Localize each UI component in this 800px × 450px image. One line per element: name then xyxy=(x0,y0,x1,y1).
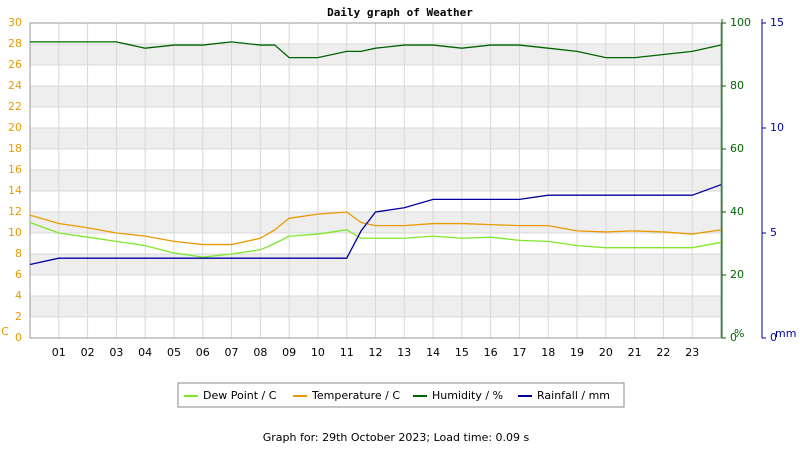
y-tick-label: 16 xyxy=(8,163,22,176)
x-tick-label: 04 xyxy=(138,346,152,359)
y-tick-label: 20 xyxy=(8,121,22,134)
x-tick-label: 09 xyxy=(282,346,296,359)
y-tick-label: 14 xyxy=(8,184,22,197)
x-tick-label: 19 xyxy=(570,346,584,359)
x-tick-label: 07 xyxy=(225,346,239,359)
chart-title: Daily graph of Weather xyxy=(327,6,473,19)
plot-border xyxy=(29,22,722,339)
y2-tick-label: 20 xyxy=(730,268,744,281)
y-tick-label: 28 xyxy=(8,37,22,50)
y2-tick-label: 100 xyxy=(730,16,751,29)
y2-tick-label: 60 xyxy=(730,142,744,155)
x-tick-label: 17 xyxy=(512,346,526,359)
series-line xyxy=(29,211,722,246)
x-tick-label: 06 xyxy=(196,346,210,359)
y3-tick-label: 15 xyxy=(770,16,784,29)
series-line xyxy=(30,41,722,59)
series-line xyxy=(29,221,722,258)
x-tick-label: 22 xyxy=(656,346,670,359)
footer: Graph for: 29th October 2023; Load time:… xyxy=(263,431,530,444)
y-tick-label: 22 xyxy=(8,100,22,113)
y2-axis-label: % xyxy=(734,327,744,340)
x-tick-label: 18 xyxy=(541,346,555,359)
x-tick-label: 20 xyxy=(599,346,613,359)
x-tick-label: 05 xyxy=(167,346,181,359)
x-tick-label: 23 xyxy=(685,346,699,359)
x-tick-label: 02 xyxy=(81,346,95,359)
x-tick-label: 21 xyxy=(628,346,642,359)
y-tick-label: 0 xyxy=(15,331,22,344)
x-tick-label: 10 xyxy=(311,346,325,359)
y-tick-label: 30 xyxy=(8,16,22,29)
y3-axis-label: mm xyxy=(775,327,796,340)
x-tick-label: 08 xyxy=(253,346,267,359)
legend-label: Rainfall / mm xyxy=(537,389,610,402)
series-line xyxy=(29,184,722,266)
y-tick-label: 26 xyxy=(8,58,22,71)
legend-label: Humidity / % xyxy=(432,389,503,402)
y-tick-label: 4 xyxy=(15,289,22,302)
y-tick-label: 24 xyxy=(8,79,22,92)
y-axis-label: C xyxy=(1,325,9,338)
x-tick-label: 03 xyxy=(109,346,123,359)
x-tick-label: 13 xyxy=(397,346,411,359)
x-tick-label: 16 xyxy=(484,346,498,359)
y3-tick-label: 10 xyxy=(770,121,784,134)
x-tick-label: 12 xyxy=(369,346,383,359)
legend-box xyxy=(177,382,625,408)
y-tick-label: 12 xyxy=(8,205,22,218)
x-tick-label: 15 xyxy=(455,346,469,359)
y-tick-label: 2 xyxy=(15,310,22,323)
y-tick-label: 6 xyxy=(15,268,22,281)
y3-tick-label: 0 xyxy=(770,331,777,344)
x-tick-label: 11 xyxy=(340,346,354,359)
y-tick-label: 18 xyxy=(8,142,22,155)
legend-label: Temperature / C xyxy=(311,389,400,402)
y2-tick-label: 40 xyxy=(730,205,744,218)
x-tick-label: 01 xyxy=(52,346,66,359)
y-tick-label: 8 xyxy=(15,247,22,260)
y2-tick-label: 0 xyxy=(730,331,737,344)
y2-tick-label: 80 xyxy=(730,79,744,92)
y3-tick-label: 5 xyxy=(770,226,777,239)
x-tick-label: 14 xyxy=(426,346,440,359)
legend-label: Dew Point / C xyxy=(203,389,277,402)
y-tick-label: 10 xyxy=(8,226,22,239)
